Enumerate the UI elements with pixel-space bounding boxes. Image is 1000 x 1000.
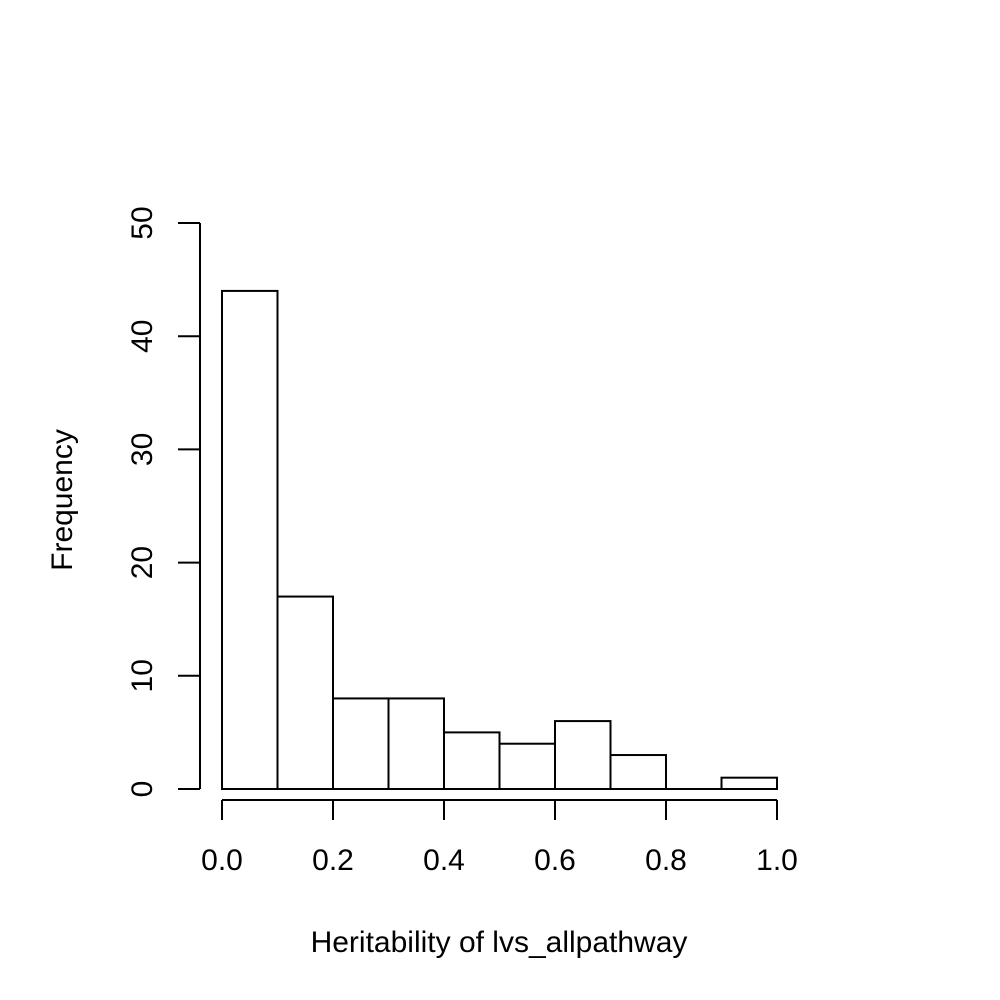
y-tick-label-5: 50 (126, 206, 159, 239)
x-tick-label-1: 0.2 (312, 844, 354, 877)
y-tick-label-1: 10 (126, 659, 159, 692)
x-tick-label-0: 0.0 (201, 844, 243, 877)
y-axis: 0 10 20 30 40 50 (126, 206, 201, 798)
histogram-bar-3 (387, 697, 445, 790)
histogram-bars (221, 289, 778, 791)
histogram-bar-4 (443, 731, 501, 791)
y-tick-label-2: 20 (126, 546, 159, 579)
y-tick-label-4: 40 (126, 320, 159, 353)
histogram-bar-7 (609, 754, 667, 790)
histogram-bar-6 (554, 720, 612, 791)
x-tick-label-5: 1.0 (756, 844, 798, 877)
histogram-bar-9 (720, 776, 778, 790)
x-tick-label-2: 0.4 (423, 844, 465, 877)
histogram-bar-2 (332, 697, 390, 790)
histogram-bar-5 (498, 742, 556, 790)
histogram-bar-0 (221, 289, 279, 790)
x-axis-title: Heritability of lvs_allpathway (311, 926, 688, 959)
x-axis: 0.0 0.2 0.4 0.6 0.8 1.0 (201, 799, 798, 877)
x-tick-label-4: 0.8 (645, 844, 687, 877)
x-tick-label-3: 0.6 (534, 844, 576, 877)
histogram-bar-1 (276, 595, 334, 790)
y-tick-label-0: 0 (126, 781, 159, 798)
y-tick-label-3: 30 (126, 433, 159, 466)
y-axis-title: Frequency (46, 429, 79, 571)
